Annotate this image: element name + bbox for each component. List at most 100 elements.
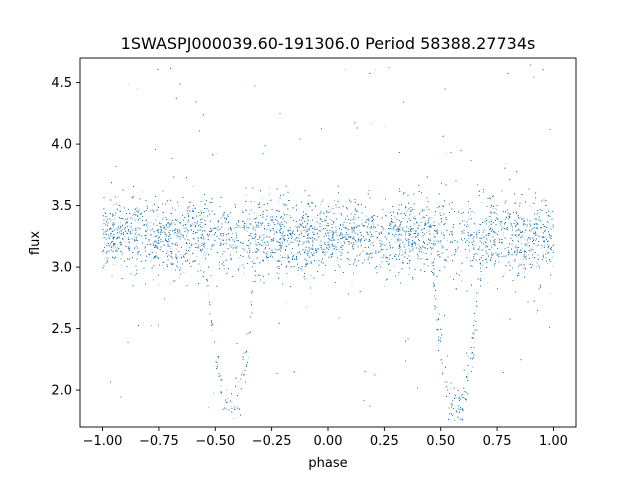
data-point <box>378 264 380 265</box>
data-point <box>370 218 372 219</box>
data-point <box>450 242 451 243</box>
data-point <box>507 212 509 214</box>
data-point <box>223 268 225 269</box>
data-point <box>334 200 335 201</box>
data-point <box>426 226 428 228</box>
data-point <box>459 250 461 252</box>
data-point <box>334 249 336 251</box>
data-point <box>491 252 492 253</box>
data-point <box>437 231 438 233</box>
data-point <box>526 230 527 232</box>
data-point <box>213 392 214 394</box>
data-point <box>359 253 361 254</box>
data-point <box>370 123 372 124</box>
data-point <box>519 218 521 219</box>
data-point <box>226 259 228 261</box>
data-point <box>487 281 489 283</box>
data-point <box>368 239 370 241</box>
data-point <box>323 252 325 254</box>
data-point <box>488 256 490 257</box>
data-point <box>143 225 145 226</box>
data-point <box>508 214 510 216</box>
data-point <box>238 257 240 259</box>
data-point <box>207 406 209 408</box>
data-point <box>145 220 146 222</box>
data-point <box>489 207 491 208</box>
data-point <box>264 225 265 227</box>
data-point <box>259 203 260 205</box>
data-point <box>147 229 148 230</box>
data-point <box>356 226 358 227</box>
data-point <box>190 211 191 213</box>
data-point <box>424 220 426 222</box>
data-point <box>525 239 526 241</box>
data-point <box>158 284 160 286</box>
data-point <box>279 246 281 248</box>
data-point <box>308 241 310 242</box>
data-point <box>152 279 154 281</box>
data-point <box>525 243 526 244</box>
data-point <box>508 262 510 264</box>
data-point <box>528 254 530 256</box>
data-point <box>432 233 434 235</box>
data-point <box>332 235 334 236</box>
data-point <box>238 381 240 382</box>
data-point <box>216 364 218 365</box>
data-point <box>419 245 420 247</box>
data-point <box>413 209 415 210</box>
data-point <box>164 232 166 233</box>
data-point <box>254 270 256 272</box>
data-point <box>183 224 185 225</box>
data-point <box>154 236 155 238</box>
data-point <box>488 226 490 228</box>
data-point <box>431 248 433 250</box>
data-point <box>207 294 209 295</box>
data-point <box>246 350 248 352</box>
data-point <box>250 234 252 236</box>
data-point <box>371 255 372 257</box>
data-point <box>189 258 190 260</box>
data-point <box>403 253 405 255</box>
data-point <box>361 224 363 226</box>
data-point <box>180 254 182 256</box>
data-point <box>157 256 158 258</box>
data-point <box>324 232 326 234</box>
data-point <box>533 243 534 244</box>
data-point <box>394 241 396 243</box>
data-point <box>517 223 519 225</box>
data-point <box>256 233 257 235</box>
data-point <box>260 243 262 245</box>
data-point <box>468 356 469 358</box>
data-point <box>233 418 235 419</box>
data-point <box>490 258 491 260</box>
data-point <box>398 274 399 276</box>
data-point <box>385 256 387 258</box>
data-point <box>116 230 118 231</box>
data-point <box>119 242 121 244</box>
data-point <box>295 238 297 240</box>
data-point <box>336 259 338 261</box>
data-point <box>517 240 519 241</box>
data-point <box>151 258 153 260</box>
data-point <box>196 256 198 258</box>
data-point <box>136 88 138 90</box>
data-point <box>412 229 414 231</box>
data-point <box>417 237 418 239</box>
data-point <box>278 201 280 203</box>
data-point <box>121 264 123 266</box>
data-point <box>308 256 309 258</box>
data-point <box>468 218 470 220</box>
data-point <box>177 218 178 220</box>
data-point <box>269 228 270 230</box>
data-point <box>547 208 548 210</box>
data-point <box>331 244 332 246</box>
data-point <box>119 222 121 224</box>
data-point <box>501 226 503 227</box>
data-point <box>386 215 387 217</box>
data-point <box>113 264 114 265</box>
data-point <box>366 215 367 217</box>
data-point <box>521 243 522 244</box>
data-point <box>135 232 137 233</box>
data-point <box>178 277 180 278</box>
data-point <box>413 215 415 217</box>
